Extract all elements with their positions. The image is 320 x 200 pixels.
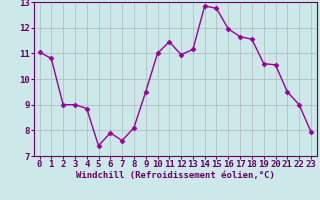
X-axis label: Windchill (Refroidissement éolien,°C): Windchill (Refroidissement éolien,°C)	[76, 171, 275, 180]
